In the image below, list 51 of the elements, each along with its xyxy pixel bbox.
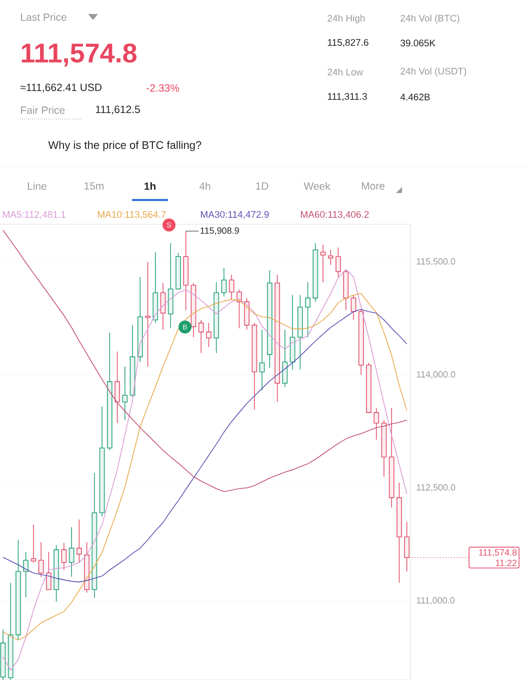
candlestick <box>46 552 52 590</box>
candlestick <box>282 329 288 388</box>
text: MA60:113,406.2 <box>300 211 369 219</box>
candlestick <box>76 519 82 563</box>
candlestick <box>38 542 44 578</box>
text: MA30:114,472.9 <box>200 211 269 219</box>
candlestick <box>350 294 356 320</box>
annotation: 115,908.9 <box>200 227 239 235</box>
text: 24h Vol (USDT) <box>400 68 466 76</box>
text: Fair Price <box>21 106 65 114</box>
text: Line <box>28 182 46 190</box>
text: 111,612.5 <box>96 106 140 114</box>
candlestick <box>61 542 67 570</box>
candlestick <box>221 268 227 297</box>
candlestick <box>198 320 204 354</box>
y-tick-label: 111,000.0 <box>416 597 455 605</box>
text: 111,574.8 <box>22 43 137 67</box>
candlestick <box>206 322 212 348</box>
candlestick <box>122 366 128 420</box>
text: 24h High <box>328 14 365 24</box>
y-tick-label: 114,000.0 <box>416 371 456 379</box>
candlestick <box>114 351 120 424</box>
y-tick-label: 112,500.0 <box>416 484 456 492</box>
text: 24h Low <box>328 68 364 76</box>
text: 1h <box>144 182 156 190</box>
y-tick-label: 115,500.0 <box>416 258 456 266</box>
candlestick <box>244 298 250 330</box>
candlestick <box>305 282 310 338</box>
candlestick <box>374 408 380 440</box>
text: 1D <box>256 182 268 190</box>
text: 39.065K <box>400 40 436 46</box>
candlestick <box>228 274 234 300</box>
text: 15m <box>84 182 104 190</box>
text: -2.33% <box>146 84 180 92</box>
text: 4.462B <box>400 94 430 100</box>
text: ≈111,662.41 USD <box>20 84 102 92</box>
text: 24h Vol (BTC) <box>400 14 460 24</box>
text: MA5:112,481.1 <box>2 211 66 219</box>
candlestick <box>30 524 36 563</box>
candlestick <box>23 552 29 598</box>
text: MA10:113,564.7 <box>98 211 166 219</box>
text: 115,827.6 <box>328 39 368 47</box>
text: More <box>362 182 384 190</box>
text: 111,311.3 <box>328 93 367 101</box>
text: 4h <box>199 182 210 190</box>
candlestick <box>68 526 74 578</box>
chart-title: Last Price <box>21 13 66 21</box>
candlestick <box>259 329 265 390</box>
ref-line-label: 111,574.8 11:22 <box>479 549 517 566</box>
text: Week <box>304 182 330 190</box>
text: Why is the price of BTC falling? <box>48 140 202 152</box>
